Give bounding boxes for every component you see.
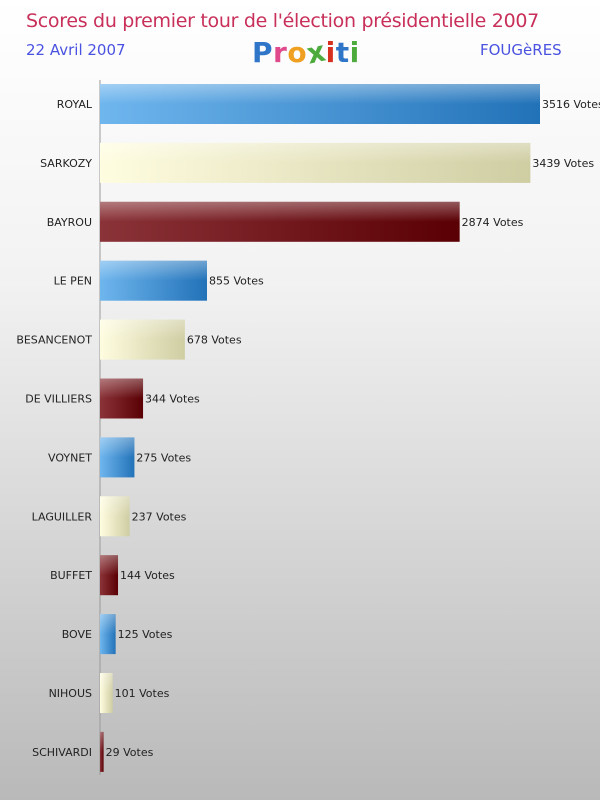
bar-shine [100,201,460,242]
value-label: 855 Votes [209,275,264,288]
value-label: 29 Votes [106,746,154,759]
category-label: LAGUILLER [32,510,93,523]
bar-shine [100,319,185,360]
logo-letter: t [335,36,350,69]
chart-title: Scores du premier tour de l'élection pré… [26,10,539,32]
value-label: 101 Votes [115,687,170,700]
logo-letter: P [252,36,274,69]
bar-shine [100,260,207,301]
bar-shine [100,437,135,478]
bar-shine [100,731,104,772]
bar-shine [100,378,144,419]
value-label: 3439 Votes [532,157,594,170]
logo-letter: i [325,36,336,69]
bar-shine [100,84,540,124]
category-label: DE VILLIERS [25,393,92,406]
category-label: VOYNET [48,451,92,464]
bar-shine [100,614,116,655]
logo-letter: o [287,36,308,69]
category-label: BAYROU [47,216,92,229]
value-label: 275 Votes [136,451,191,464]
category-label: ROYAL [57,98,93,111]
value-label: 344 Votes [145,393,200,406]
category-label: SCHIVARDI [32,746,92,759]
value-label: 144 Votes [120,569,175,582]
logo-letter: r [273,36,288,69]
value-label: 2874 Votes [462,216,524,229]
bar-shine [100,496,130,537]
value-label: 678 Votes [187,334,242,347]
value-label: 125 Votes [118,628,173,641]
proxiti-logo: Proxiti [252,34,360,70]
logo-letter: i [349,36,360,69]
category-label: SARKOZY [40,157,92,170]
category-label: NIHOUS [49,687,92,700]
value-label: 237 Votes [132,510,187,523]
city-name: FOUGèRES [480,41,562,59]
value-label: 3516 Votes [542,98,600,111]
category-label: BESANCENOT [16,334,92,347]
bar-shine [100,673,113,713]
category-label: LE PEN [54,275,92,288]
bar-shine [100,142,531,183]
bar-shine [100,555,119,596]
category-label: BOVE [62,628,92,641]
election-date: 22 Avril 2007 [26,41,126,59]
category-label: BUFFET [50,569,92,582]
